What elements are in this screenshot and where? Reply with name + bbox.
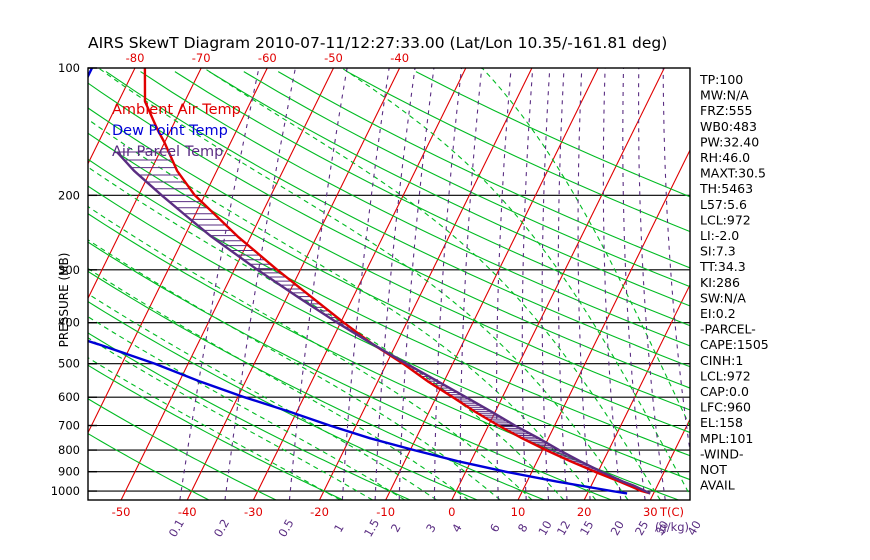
index-mpl: MPL:101 — [700, 431, 753, 446]
pressure-tick: 100 — [58, 61, 80, 75]
index-th: TH:5463 — [699, 181, 753, 196]
curve-ambient-air-temp — [143, 68, 651, 495]
mixing-ratio-tick: 3 — [423, 521, 439, 534]
index-lcl: LCL:972 — [700, 368, 751, 383]
temperature-tick-bottom: 30 — [643, 505, 658, 519]
chart-legend: Ambient Air Temp Dew Point Temp Air Parcel… — [112, 102, 241, 160]
chart-gridlines — [88, 67, 690, 500]
index-parcel: -PARCEL- — [700, 322, 756, 337]
temperature-axis-label: T(C) — [659, 505, 684, 519]
index-li: LI:-2.0 — [700, 228, 739, 243]
index-cinh: CINH:1 — [700, 353, 743, 368]
profile-curves — [88, 68, 651, 495]
temperature-tick-top: -50 — [324, 51, 343, 65]
temperature-tick-bottom: -30 — [244, 505, 263, 519]
pressure-tick: 400 — [58, 316, 80, 330]
mixing-ratio-tick: 20 — [608, 518, 627, 538]
mixing-ratio-tick: 2 — [388, 521, 404, 534]
index-wind: -WIND- — [700, 446, 744, 461]
index-frz: FRZ:555 — [700, 103, 753, 118]
pressure-tick: 200 — [58, 188, 80, 202]
mixing-ratio-tick: 30 — [652, 518, 671, 538]
pressure-tick: 300 — [58, 263, 80, 277]
temperature-tick-bottom: -50 — [112, 505, 131, 519]
mixing-ratio-tick: 0.1 — [166, 517, 187, 540]
sounding-indices-panel: TP:100MW:N/AFRZ:555WB0:483PW:32.40RH:46.… — [699, 72, 769, 493]
index-cape: CAPE:1505 — [700, 337, 769, 352]
legend-item: Air Parcel Temp — [112, 144, 223, 160]
mixing-ratio-tick: 25 — [632, 518, 651, 538]
mixing-ratio-tick: 40 — [685, 518, 704, 538]
mixing-ratio-tick: 1 — [331, 521, 347, 534]
temperature-tick-bottom: -40 — [178, 505, 197, 519]
pressure-tick: 700 — [58, 419, 80, 433]
mixing-ratio-tick: 0.5 — [275, 517, 296, 540]
pressure-tick: 1000 — [51, 484, 80, 498]
temperature-tick-top: -70 — [192, 51, 211, 65]
index-avail: AVAIL — [700, 478, 735, 493]
index-lcl: LCL:972 — [700, 212, 751, 227]
legend-item: Dew Point Temp — [112, 123, 228, 139]
pressure-tick: 900 — [58, 465, 80, 479]
mixing-ratio-tick: 1.5 — [361, 517, 382, 540]
temperature-tick-top: -60 — [258, 51, 277, 65]
index-tp: TP:100 — [699, 72, 743, 87]
page-title: AIRS SkewT Diagram 2010-07-11/12:27:33.0… — [88, 34, 667, 52]
index-ei: EI:0.2 — [700, 306, 736, 321]
index-ki: KI:286 — [700, 275, 740, 290]
plot-frame — [87, 67, 691, 501]
temperature-tick-top: -80 — [126, 51, 145, 65]
legend-item: Ambient Air Temp — [112, 102, 241, 118]
mixing-ratio-tick: 6 — [487, 521, 503, 534]
index-el: EL:158 — [700, 415, 743, 430]
pressure-tick: 800 — [58, 443, 80, 457]
temperature-tick-bottom: 20 — [577, 505, 592, 519]
index-l57: L57:5.6 — [700, 197, 747, 212]
index-si: SI:7.3 — [700, 244, 736, 259]
index-cap: CAP:0.0 — [700, 384, 749, 399]
pressure-axis-label: PRESSURE (MB) — [57, 253, 71, 348]
index-lfc: LFC:960 — [700, 400, 751, 415]
index-rh: RH:46.0 — [700, 150, 750, 165]
temperature-tick-bottom: -20 — [310, 505, 329, 519]
index-tt: TT:34.3 — [699, 259, 746, 274]
temperature-tick-top: -40 — [390, 51, 409, 65]
pressure-tick: 600 — [58, 390, 80, 404]
mixing-ratio-axis-label: (g/kg) — [655, 520, 689, 534]
index-maxt: MAXT:30.5 — [700, 166, 766, 181]
index-mw: MW:N/A — [700, 88, 749, 103]
index-pw: PW:32.40 — [700, 134, 759, 149]
index-wb0: WB0:483 — [700, 119, 757, 134]
mixing-ratio-tick: 0.2 — [211, 517, 232, 540]
curve-air-parcel-temp — [116, 151, 651, 495]
mixing-ratio-tick: 12 — [554, 518, 573, 538]
curve-dew-point-temp — [88, 68, 628, 495]
temperature-tick-bottom: -10 — [376, 505, 395, 519]
temperature-tick-bottom: 0 — [448, 505, 455, 519]
mixing-ratio-tick: 4 — [449, 521, 465, 534]
mixing-ratio-tick: 15 — [577, 518, 596, 538]
index-not: NOT — [700, 462, 727, 477]
mixing-ratio-tick: 10 — [535, 518, 554, 538]
index-sw: SW:N/A — [700, 290, 746, 305]
mixing-ratio-tick: 8 — [515, 521, 531, 534]
temperature-tick-bottom: 10 — [511, 505, 526, 519]
pressure-tick: 500 — [58, 357, 80, 371]
